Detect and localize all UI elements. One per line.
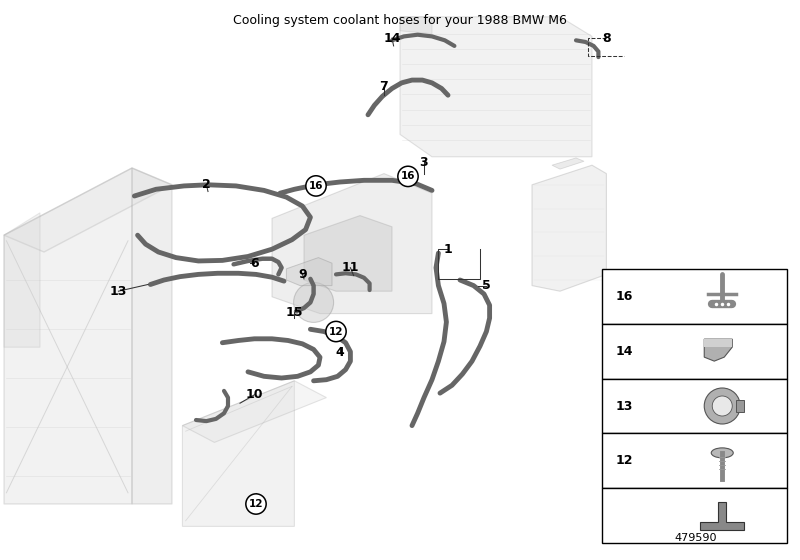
Text: 16: 16 <box>309 181 323 191</box>
Polygon shape <box>736 400 744 412</box>
Polygon shape <box>400 17 592 157</box>
Text: 14: 14 <box>383 31 401 45</box>
Circle shape <box>704 388 740 424</box>
Circle shape <box>712 396 732 416</box>
Text: 12: 12 <box>616 454 633 468</box>
Polygon shape <box>532 165 606 291</box>
Polygon shape <box>4 168 132 504</box>
Polygon shape <box>4 213 40 347</box>
Text: 1: 1 <box>444 242 452 256</box>
Text: 10: 10 <box>246 388 263 402</box>
Polygon shape <box>304 216 392 291</box>
FancyBboxPatch shape <box>602 324 787 379</box>
Text: Cooling system coolant hoses for your 1988 BMW M6: Cooling system coolant hoses for your 19… <box>233 14 567 27</box>
Polygon shape <box>272 174 432 314</box>
FancyBboxPatch shape <box>602 269 787 324</box>
Polygon shape <box>286 258 332 286</box>
Polygon shape <box>704 339 732 361</box>
Polygon shape <box>700 502 744 530</box>
Polygon shape <box>400 17 432 34</box>
Text: 7: 7 <box>380 80 388 94</box>
Text: 4: 4 <box>336 346 344 360</box>
Ellipse shape <box>711 448 734 458</box>
Text: 5: 5 <box>482 279 490 292</box>
Text: 479590: 479590 <box>674 533 718 543</box>
FancyBboxPatch shape <box>602 379 787 433</box>
Text: 14: 14 <box>616 344 633 358</box>
Text: 16: 16 <box>616 290 633 303</box>
Text: 8: 8 <box>602 31 610 45</box>
Text: 2: 2 <box>202 178 210 192</box>
Text: 12: 12 <box>249 499 263 509</box>
Text: 13: 13 <box>616 399 633 413</box>
Polygon shape <box>132 168 172 504</box>
Polygon shape <box>182 381 294 526</box>
Text: 6: 6 <box>250 256 258 270</box>
Text: 16: 16 <box>401 171 415 181</box>
Text: 13: 13 <box>110 284 127 298</box>
Polygon shape <box>4 168 172 252</box>
Polygon shape <box>552 158 584 169</box>
Polygon shape <box>182 381 326 442</box>
Text: 12: 12 <box>329 326 343 337</box>
Text: 3: 3 <box>420 156 428 169</box>
Text: 11: 11 <box>342 261 359 274</box>
Polygon shape <box>704 339 732 347</box>
Text: 9: 9 <box>298 268 306 281</box>
Text: 15: 15 <box>286 306 303 319</box>
FancyBboxPatch shape <box>602 488 787 543</box>
Circle shape <box>294 282 334 323</box>
FancyBboxPatch shape <box>602 433 787 488</box>
